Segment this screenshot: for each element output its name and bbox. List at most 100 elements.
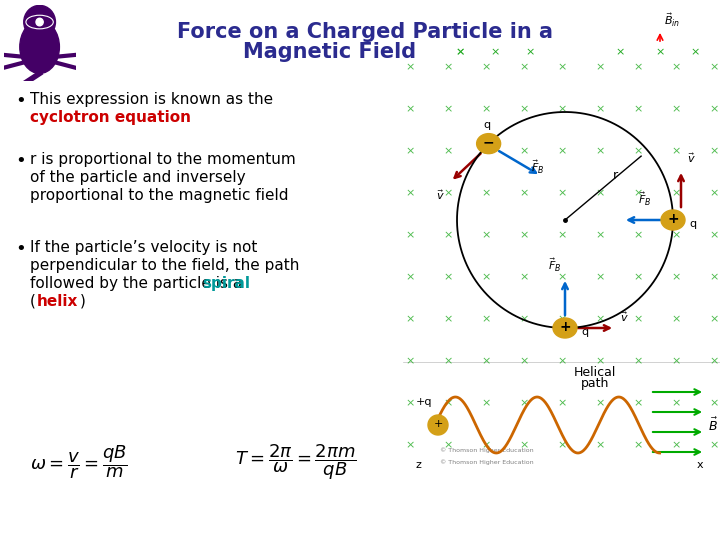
Text: $\omega = \dfrac{v}{r} = \dfrac{qB}{m}$: $\omega = \dfrac{v}{r} = \dfrac{qB}{m}$ bbox=[30, 443, 128, 481]
Text: ×: × bbox=[671, 62, 680, 72]
Text: $\vec{v}$: $\vec{v}$ bbox=[436, 188, 445, 202]
Text: perpendicular to the field, the path: perpendicular to the field, the path bbox=[30, 258, 300, 273]
Text: ×: × bbox=[709, 398, 719, 408]
Text: proportional to the magnetic field: proportional to the magnetic field bbox=[30, 188, 289, 203]
Text: ×: × bbox=[671, 272, 680, 282]
Text: ×: × bbox=[444, 398, 453, 408]
Ellipse shape bbox=[20, 21, 60, 73]
Text: ×: × bbox=[444, 314, 453, 324]
Text: ×: × bbox=[557, 230, 567, 240]
Text: ×: × bbox=[519, 314, 528, 324]
Text: ×: × bbox=[444, 188, 453, 198]
Text: followed by the particle is a: followed by the particle is a bbox=[30, 276, 247, 291]
Text: ×: × bbox=[595, 146, 605, 156]
Text: ×: × bbox=[519, 356, 528, 366]
Text: $\vec{F}_B$: $\vec{F}_B$ bbox=[548, 256, 561, 274]
Text: ×: × bbox=[671, 230, 680, 240]
Text: ×: × bbox=[595, 398, 605, 408]
Text: ×: × bbox=[671, 398, 680, 408]
Text: ×: × bbox=[634, 230, 643, 240]
Text: ×: × bbox=[690, 47, 700, 57]
Text: ×: × bbox=[655, 47, 665, 57]
Text: Magnetic Field: Magnetic Field bbox=[243, 42, 417, 62]
Text: ×: × bbox=[519, 272, 528, 282]
Text: ×: × bbox=[595, 230, 605, 240]
Text: ×: × bbox=[519, 188, 528, 198]
Text: ×: × bbox=[709, 440, 719, 450]
Text: ×: × bbox=[709, 314, 719, 324]
Text: ×: × bbox=[634, 356, 643, 366]
Text: ×: × bbox=[444, 272, 453, 282]
Text: ×: × bbox=[405, 146, 415, 156]
Text: Helical: Helical bbox=[574, 366, 616, 379]
Text: ×: × bbox=[634, 314, 643, 324]
Text: ×: × bbox=[671, 188, 680, 198]
Text: ×: × bbox=[557, 356, 567, 366]
Text: ×: × bbox=[671, 314, 680, 324]
Text: ×: × bbox=[405, 440, 415, 450]
Circle shape bbox=[36, 18, 43, 26]
Text: ×: × bbox=[671, 146, 680, 156]
Text: •: • bbox=[15, 240, 26, 258]
Text: ×: × bbox=[671, 356, 680, 366]
Text: ×: × bbox=[481, 314, 491, 324]
Text: +: + bbox=[433, 419, 443, 429]
Text: ×: × bbox=[481, 62, 491, 72]
Text: ×: × bbox=[481, 356, 491, 366]
Text: ×: × bbox=[526, 47, 535, 57]
Ellipse shape bbox=[477, 133, 500, 154]
Text: r: r bbox=[613, 169, 618, 182]
Text: ×: × bbox=[405, 62, 415, 72]
Text: path: path bbox=[581, 376, 609, 389]
Text: ×: × bbox=[557, 272, 567, 282]
Text: ×: × bbox=[405, 188, 415, 198]
Text: +: + bbox=[559, 320, 571, 334]
Text: q: q bbox=[581, 327, 588, 337]
Text: ×: × bbox=[557, 104, 567, 114]
Text: ×: × bbox=[481, 188, 491, 198]
Text: ×: × bbox=[444, 104, 453, 114]
Text: ×: × bbox=[519, 104, 528, 114]
Text: of the particle and inversely: of the particle and inversely bbox=[30, 170, 246, 185]
Text: q: q bbox=[689, 219, 696, 229]
Text: ×: × bbox=[481, 440, 491, 450]
Text: +q: +q bbox=[415, 397, 432, 407]
Text: If the particle’s velocity is not: If the particle’s velocity is not bbox=[30, 240, 257, 255]
Text: ×: × bbox=[481, 272, 491, 282]
Text: r is proportional to the momentum: r is proportional to the momentum bbox=[30, 152, 296, 167]
Text: ×: × bbox=[519, 62, 528, 72]
Text: ×: × bbox=[557, 62, 567, 72]
Text: ×: × bbox=[557, 398, 567, 408]
Text: ×: × bbox=[709, 146, 719, 156]
Text: z: z bbox=[415, 460, 421, 470]
Text: ×: × bbox=[481, 146, 491, 156]
Text: $\vec{B}$: $\vec{B}$ bbox=[708, 416, 718, 434]
Text: ×: × bbox=[455, 47, 464, 57]
Text: ×: × bbox=[519, 230, 528, 240]
Text: ×: × bbox=[405, 230, 415, 240]
Text: helix: helix bbox=[37, 294, 78, 309]
Text: ×: × bbox=[444, 356, 453, 366]
Text: ×: × bbox=[557, 146, 567, 156]
Text: ×: × bbox=[634, 272, 643, 282]
Text: ×: × bbox=[709, 104, 719, 114]
Text: ×: × bbox=[671, 104, 680, 114]
Text: q: q bbox=[483, 120, 490, 130]
Text: $T = \dfrac{2\pi}{\omega} = \dfrac{2\pi m}{qB}$: $T = \dfrac{2\pi}{\omega} = \dfrac{2\pi … bbox=[235, 442, 356, 482]
Text: ×: × bbox=[405, 398, 415, 408]
Circle shape bbox=[24, 5, 55, 39]
Text: (: ( bbox=[30, 294, 36, 309]
Text: © Thomson Higher Education: © Thomson Higher Education bbox=[440, 447, 534, 453]
Text: ×: × bbox=[519, 146, 528, 156]
Text: spiral: spiral bbox=[202, 276, 250, 291]
Text: ×: × bbox=[595, 272, 605, 282]
Text: ×: × bbox=[616, 47, 625, 57]
Circle shape bbox=[428, 415, 448, 435]
Text: ×: × bbox=[595, 440, 605, 450]
Text: ×: × bbox=[709, 188, 719, 198]
Text: ×: × bbox=[709, 230, 719, 240]
Text: ×: × bbox=[595, 62, 605, 72]
Text: ×: × bbox=[634, 188, 643, 198]
Text: •: • bbox=[15, 92, 26, 110]
Text: ×: × bbox=[709, 272, 719, 282]
